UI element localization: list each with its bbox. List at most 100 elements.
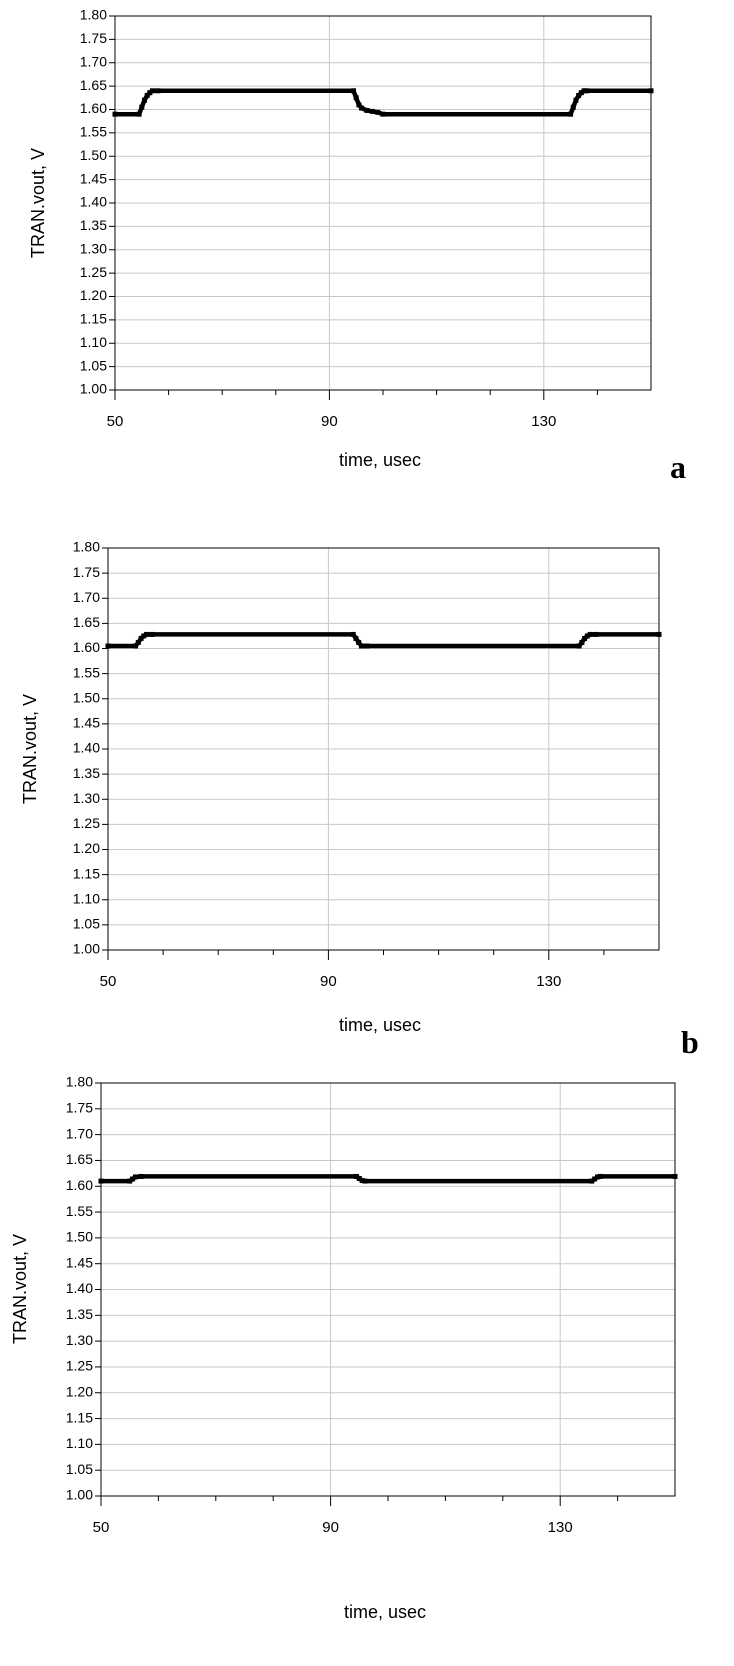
y-tick-label: 1.40 [66,1280,93,1296]
y-tick-label: 1.50 [66,1229,93,1245]
data-point [359,105,365,111]
data-point [584,88,590,94]
data-point [351,88,357,94]
grid [101,1083,675,1496]
chart-a-svg: 1.00 1.05 1.10 1.15 1.20 1.25 1.30 1.35 1.40 1.45… [28,7,686,485]
y-tick-label: 1.60 [80,100,107,116]
data-point [147,90,153,96]
y-tick-label: 1.30 [73,790,100,806]
data-point [364,643,370,649]
data-point [584,633,590,639]
y-tick-label: 1.50 [80,147,107,163]
data-point [672,1173,678,1179]
y-tick-label: 1.60 [73,639,100,655]
series-0-line [108,632,659,649]
grid [108,548,659,950]
y-tick-label: 1.20 [80,287,107,303]
data-point [350,631,356,637]
x-tick-label: 90 [321,413,338,430]
data-point [582,635,588,641]
y-tick-label: 1.15 [66,1409,93,1425]
data-point [375,109,381,115]
data-point [597,1173,603,1179]
data-point [581,88,587,94]
y-tick-label: 1.80 [73,539,100,555]
y-axis-label: TRAN.vout, V [10,1234,30,1344]
y-tick-label: 1.00 [73,941,100,957]
data-point [356,1176,362,1182]
data-point [139,104,145,110]
y-tick-label: 1.75 [73,564,100,580]
y-tick-label: 1.00 [66,1487,93,1503]
y-tick-label: 1.50 [73,689,100,705]
data-point [593,631,599,637]
data-point [592,1176,598,1182]
y-tick-label: 1.05 [73,916,100,932]
y-axis-label: TRAN.vout, V [20,694,40,804]
y-tick-label: 1.35 [80,217,107,233]
data-point [138,1173,144,1179]
x-tick-label: 130 [531,413,556,430]
chart-b-svg: 1.00 1.05 1.10 1.15 1.20 1.25 1.30 1.35 1.40 1.45… [20,539,699,1060]
y-tick-label: 1.80 [66,1074,93,1090]
y-tick-label: 1.20 [66,1383,93,1399]
y-tick-label: 1.45 [73,715,100,731]
data-point [144,631,150,637]
y-tick-label: 1.45 [80,170,107,186]
data-point [369,108,375,114]
data-point [576,92,582,98]
data-point [353,635,359,641]
y-tick-label: 1.45 [66,1254,93,1270]
y-tick-label: 1.70 [66,1125,93,1141]
y-tick-label: 1.30 [80,240,107,256]
data-point [380,111,386,117]
y-tick-label: 1.15 [80,311,107,327]
y-tick-label: 1.25 [66,1358,93,1374]
data-point [353,1173,359,1179]
data-point [362,1178,368,1184]
y-tick-label: 1.55 [73,664,100,680]
y-tick-label: 1.80 [80,7,107,23]
x-tick-label: 90 [320,973,337,990]
data-point [576,643,582,649]
y-tick-label: 1.65 [66,1151,93,1167]
x-axis-label: time, usec [344,1602,426,1622]
data-point [130,1176,136,1182]
y-tick-label: 1.25 [80,264,107,280]
data-point [133,643,139,649]
x-tick-label: 90 [322,1519,339,1536]
panel-letter: b [681,1024,699,1060]
data-point [568,111,574,117]
x-tick-label: 130 [536,973,561,990]
data-point [364,107,370,113]
x-tick-label: 50 [107,413,124,430]
y-tick-label: 1.25 [73,815,100,831]
y-tick-label: 1.55 [80,124,107,140]
y-tick-label: 1.35 [73,765,100,781]
data-point [155,88,161,94]
x-tick-label: 50 [93,1519,110,1536]
y-tick-label: 1.70 [80,53,107,69]
data-point [127,1178,133,1184]
y-tick-label: 1.35 [66,1306,93,1322]
data-point [587,631,593,637]
x-axis-label: time, usec [339,450,421,470]
data-point [579,639,585,645]
y-tick-label: 1.65 [80,77,107,93]
y-tick-label: 1.10 [73,890,100,906]
data-point [648,88,654,94]
y-tick-label: 1.75 [66,1100,93,1116]
y-tick-label: 1.00 [80,381,107,397]
data-point [356,639,362,645]
data-point [98,1178,104,1184]
data-point [149,631,155,637]
y-tick-label: 1.65 [73,614,100,630]
data-point [150,88,156,94]
chart-panel-a: 1.00 1.05 1.10 1.15 1.20 1.25 1.30 1.35 1.40 1.45… [0,0,734,500]
panel-letter: a [670,449,686,485]
data-point [132,1174,138,1180]
y-tick-label: 1.10 [80,334,107,350]
data-point [353,95,359,101]
chart-panel-c: 1.00 1.05 1.10 1.15 1.20 1.25 1.30 1.35 1.40 1.45… [0,1068,734,1666]
data-point [112,111,118,117]
